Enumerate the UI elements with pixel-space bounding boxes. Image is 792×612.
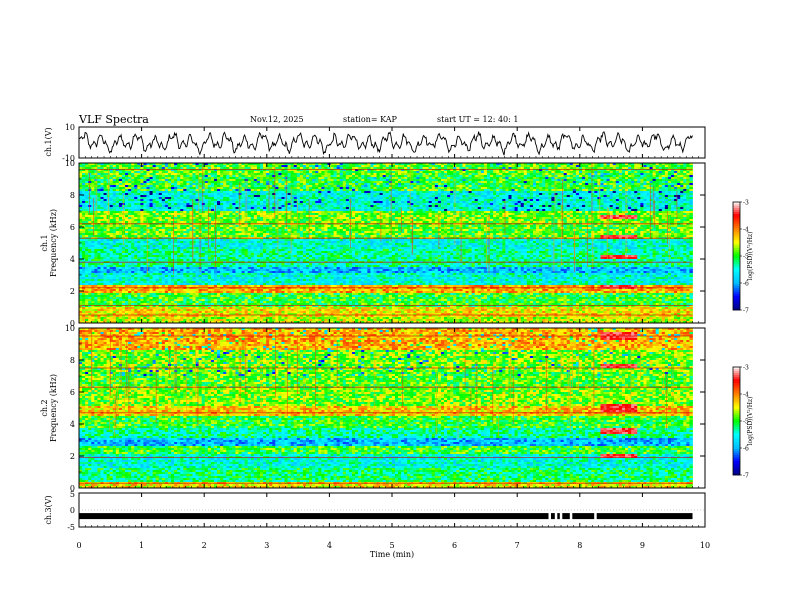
ch1-waveform-ylabel: ch.1(V): [44, 127, 53, 156]
ch1-spectrogram-image: [79, 163, 693, 323]
ch1-waveform-line: [79, 132, 693, 156]
figure-title: VLF Spectra: [78, 113, 149, 126]
ch1-waveform-panel: 10 -10 ch.1(V): [44, 123, 705, 163]
ch1-ytick-top: 10: [65, 123, 75, 132]
vlf-spectra-figure: VLF Spectra Nov.12, 2025 station= KAP st…: [0, 0, 792, 612]
station-label: station= KAP: [343, 115, 398, 124]
date-label: Nov.12, 2025: [250, 115, 304, 124]
start-ut-label: start UT = 12: 40: 1: [437, 115, 518, 124]
